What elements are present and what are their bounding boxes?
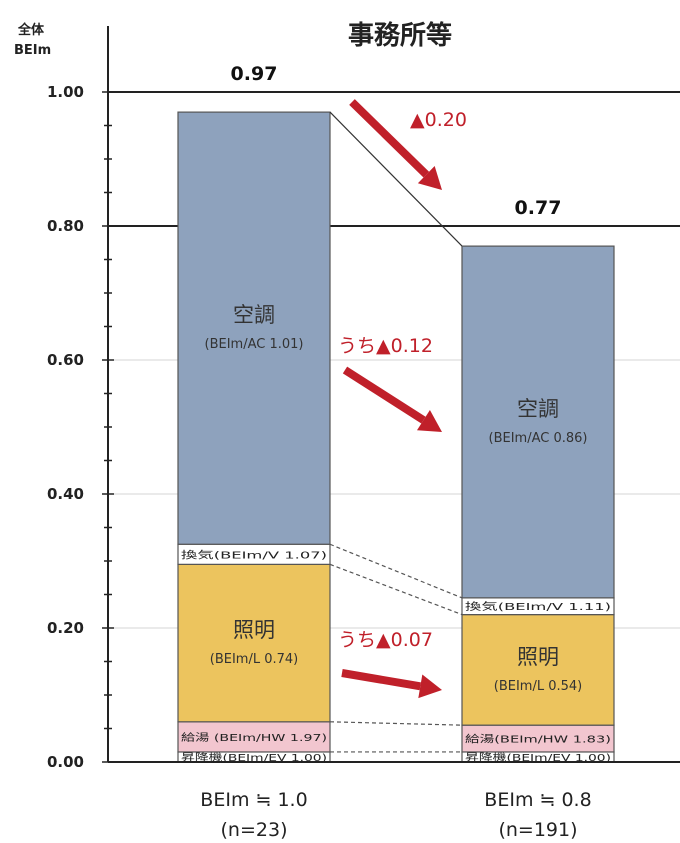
y-tick-label-1: 0.20: [47, 619, 84, 637]
y-tick-label-4: 0.80: [47, 217, 84, 235]
arrow-total-head: [417, 166, 442, 190]
arrow-total-shaft: [349, 99, 430, 178]
bar-segment-0-4: [177, 111, 331, 545]
category-label-1: BEIm ≒ 0.8: [484, 789, 591, 811]
y-axis-label-line1: 全体: [17, 22, 45, 38]
category-sublabel-1: (n=191): [498, 819, 577, 841]
segment-label-1-0: 昇降機(BEIm/EV 1.00): [465, 751, 611, 764]
y-tick-label-3: 0.60: [47, 351, 84, 369]
segment-sublabel-1-2: (BEIm/L 0.54): [494, 679, 582, 694]
segment-sublabel-0-4: (BEIm/AC 1.01): [205, 337, 304, 352]
y-axis-label-line2: BEIm: [14, 43, 51, 58]
connector-dashed-3: [329, 543, 463, 599]
connector-dashed-2: [329, 563, 463, 616]
arrow-lighting-shaft: [341, 669, 421, 691]
delta-annotation-1: うち▲0.12: [338, 335, 433, 357]
total-label-1: 0.77: [515, 197, 562, 219]
segment-sublabel-0-2: (BEIm/L 0.74): [210, 652, 298, 667]
connector-dashed-1: [329, 721, 463, 726]
arrow-total: [349, 99, 442, 190]
segment-label-1-2: 照明: [517, 645, 559, 669]
segment-label-1-4: 空調: [517, 397, 559, 421]
category-label-0: BEIm ≒ 1.0: [200, 789, 307, 811]
y-tick-label-2: 0.40: [47, 485, 84, 503]
segment-label-0-0: 昇降機(BEIm/EV 1.00): [181, 751, 327, 764]
y-tick-label-5: 1.00: [47, 83, 84, 101]
segment-label-0-4: 空調: [233, 303, 275, 327]
category-sublabel-0: (n=23): [221, 819, 288, 841]
bar-segment-0-1: [177, 721, 331, 753]
segment-label-0-1: 給湯 (BEIm/HW 1.97): [181, 731, 327, 744]
bar-segment-1-2: [461, 613, 615, 726]
bar-segment-1-1: [461, 724, 615, 753]
segment-sublabel-1-4: (BEIm/AC 0.86): [489, 431, 588, 446]
arrow-ac-shaft: [342, 366, 426, 424]
arrow-lighting-head: [418, 674, 442, 699]
connector-total: [329, 111, 463, 247]
segment-label-1-3: 換気(BEIm/V 1.11): [465, 600, 611, 613]
segment-label-0-2: 照明: [233, 618, 275, 642]
y-tick-label-0: 0.00: [47, 753, 84, 771]
delta-annotation-2: うち▲0.07: [338, 629, 433, 651]
arrow-lighting: [341, 669, 442, 699]
delta-annotation-0: ▲0.20: [410, 109, 467, 131]
segment-label-0-3: 換気(BEIm/V 1.07): [181, 548, 327, 561]
arrow-ac: [342, 366, 442, 432]
total-label-0: 0.97: [231, 63, 278, 85]
bar-segment-0-2: [177, 563, 331, 723]
arrow-ac-head: [417, 410, 442, 432]
chart-title: 事務所等: [348, 20, 452, 51]
bar-segment-1-4: [461, 245, 615, 599]
segment-label-1-1: 給湯(BEIm/HW 1.83): [465, 733, 611, 746]
